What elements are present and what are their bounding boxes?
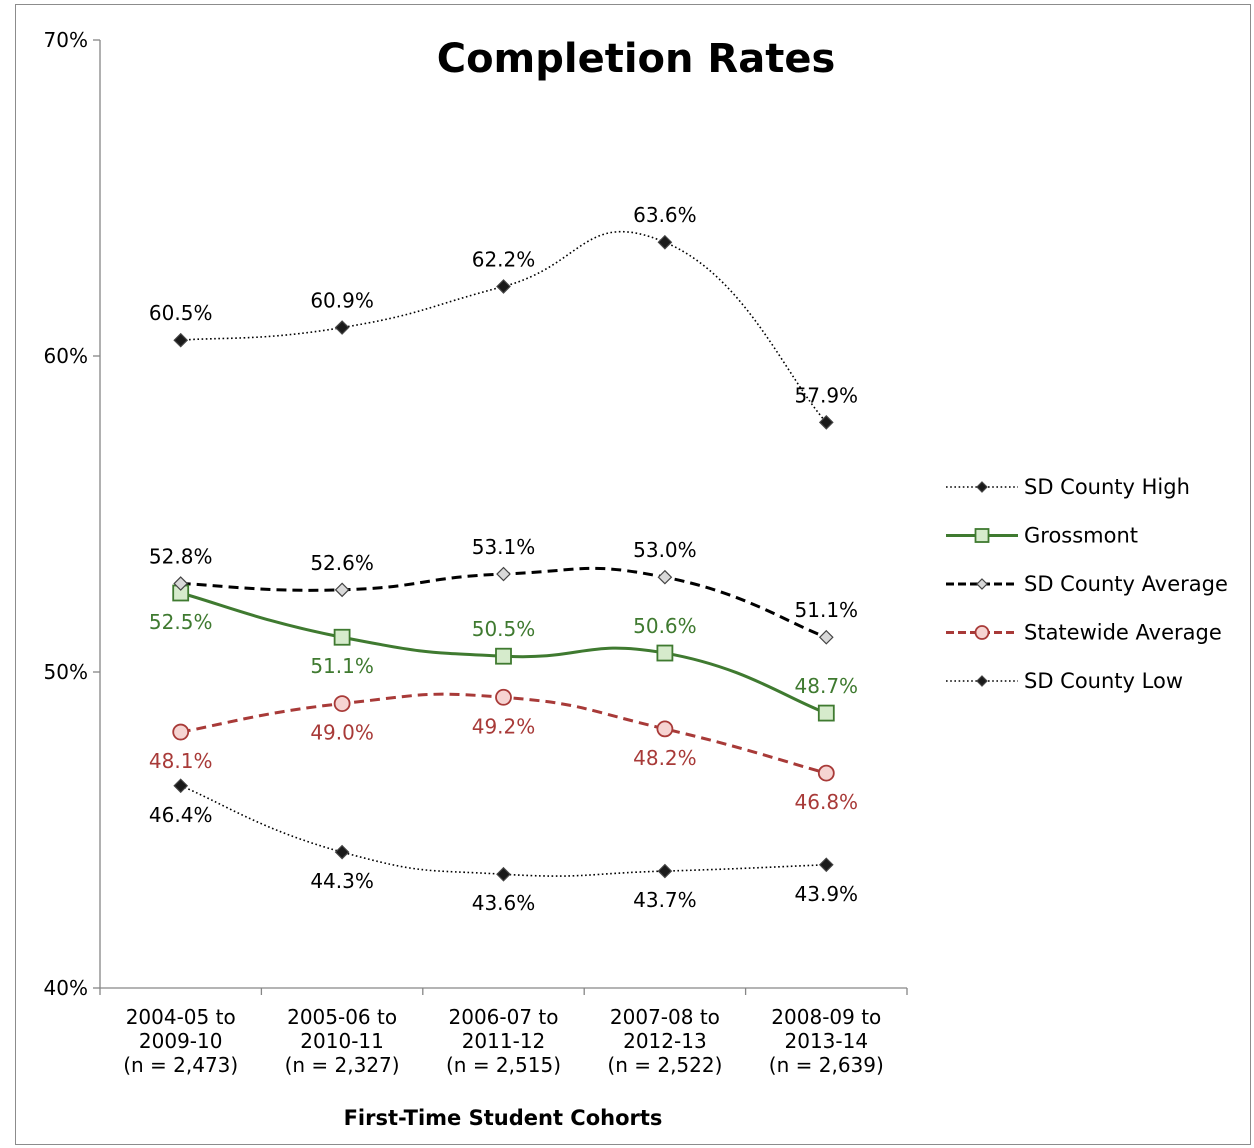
- x-tick-label: 2005-06 to 2010-11 (n = 2,327): [285, 1005, 400, 1077]
- statewide-average-data-label: 48.2%: [633, 746, 697, 770]
- sd-county-low-data-label: 43.6%: [472, 891, 536, 915]
- legend-label: SD County High: [1024, 475, 1190, 499]
- sd-county-average-data-label: 52.8%: [149, 545, 213, 569]
- y-tick-label: 70%: [44, 28, 88, 52]
- sd-county-low-point: [173, 778, 189, 794]
- sd-county-average-point: [818, 629, 834, 645]
- sd-county-average-point: [173, 576, 189, 591]
- sd-county-average-point: [657, 569, 673, 585]
- legend-item-sd-county-average: SD County Average: [946, 572, 1228, 596]
- legend-label: Grossmont: [1024, 524, 1138, 548]
- legend-swatch-marker: [976, 481, 988, 493]
- statewide-average-data-label: 49.2%: [472, 714, 536, 738]
- grossmont-data-label: 50.5%: [472, 617, 536, 641]
- statewide-average-point: [817, 764, 835, 782]
- sd-county-average-data-label: 51.1%: [795, 598, 859, 622]
- sd-county-high-point: [173, 332, 189, 348]
- y-tick-label: 50%: [44, 660, 88, 684]
- statewide-average-point: [495, 688, 512, 706]
- sd-county-low-data-label: 46.4%: [149, 803, 213, 827]
- legend-label: SD County Average: [1024, 572, 1228, 596]
- sd-county-average-point: [496, 566, 511, 582]
- statewide-average-point: [172, 723, 190, 741]
- legend-item-statewide-average: Statewide Average: [946, 621, 1222, 645]
- statewide-average-point: [656, 720, 674, 738]
- chart-frame: [15, 4, 1251, 1145]
- x-tick-label: 2006-07 to 2011-12 (n = 2,515): [446, 1005, 561, 1077]
- statewide-average-data-label: 46.8%: [795, 790, 859, 814]
- grossmont-point: [817, 704, 835, 722]
- grossmont-data-label: 50.6%: [633, 614, 697, 638]
- sd-county-high-line: [180, 231, 827, 423]
- sd-county-high-data-label: 60.5%: [149, 301, 213, 325]
- sd-county-average-data-label: 52.6%: [310, 551, 374, 575]
- sd-county-high-point: [657, 234, 673, 250]
- sd-county-average-data-label: 53.0%: [633, 538, 697, 562]
- grossmont-data-label: 51.1%: [310, 654, 374, 678]
- legend-item-sd-county-high: SD County High: [946, 475, 1190, 499]
- sd-county-low-point: [818, 857, 834, 873]
- sd-county-low-point: [657, 863, 673, 879]
- sd-county-high-data-label: 63.6%: [633, 203, 697, 227]
- legend-label: Statewide Average: [1024, 621, 1222, 645]
- sd-county-low-data-label: 44.3%: [310, 869, 374, 893]
- sd-county-high-point: [334, 320, 350, 335]
- x-tick-label: 2008-09 to 2013-14 (n = 2,639): [769, 1005, 884, 1077]
- legend-swatch-marker: [976, 578, 988, 590]
- statewide-average-point: [333, 695, 351, 712]
- x-axis-title: First-Time Student Cohorts: [344, 1106, 663, 1130]
- sd-county-high-point: [496, 279, 511, 294]
- statewide-average-data-label: 48.1%: [149, 749, 213, 773]
- legend-swatch-marker: [974, 625, 990, 640]
- legend-item-sd-county-low: SD County Low: [946, 669, 1183, 693]
- x-tick-label: 2007-08 to 2012-13 (n = 2,522): [607, 1005, 722, 1077]
- x-tick-label: 2004-05 to 2009-10 (n = 2,473): [123, 1005, 238, 1077]
- legend-swatch-marker: [976, 675, 988, 687]
- y-tick-label: 40%: [44, 976, 88, 1000]
- grossmont-data-label: 48.7%: [795, 674, 859, 698]
- y-tick-label: 60%: [44, 344, 88, 368]
- sd-county-low-point: [496, 866, 511, 882]
- grossmont-point: [656, 644, 674, 662]
- sd-county-high-data-label: 62.2%: [472, 247, 536, 271]
- sd-county-high-data-label: 60.9%: [310, 289, 374, 313]
- statewide-average-data-label: 49.0%: [310, 721, 374, 745]
- sd-county-high-point: [818, 415, 834, 430]
- legend-item-grossmont: Grossmont: [946, 524, 1138, 548]
- legend-label: SD County Low: [1024, 669, 1183, 693]
- sd-county-low-line: [180, 785, 827, 877]
- chart-title: Completion Rates: [437, 36, 836, 82]
- legend-swatch-marker: [974, 528, 990, 543]
- sd-county-low-data-label: 43.7%: [633, 888, 697, 912]
- grossmont-data-label: 52.5%: [149, 610, 213, 634]
- sd-county-high-data-label: 57.9%: [795, 383, 859, 407]
- sd-county-average-data-label: 53.1%: [472, 535, 536, 559]
- grossmont-point: [495, 647, 512, 665]
- sd-county-low-data-label: 43.9%: [795, 882, 859, 906]
- sd-county-average-point: [334, 582, 350, 598]
- sd-county-low-point: [334, 844, 350, 860]
- grossmont-point: [333, 628, 351, 646]
